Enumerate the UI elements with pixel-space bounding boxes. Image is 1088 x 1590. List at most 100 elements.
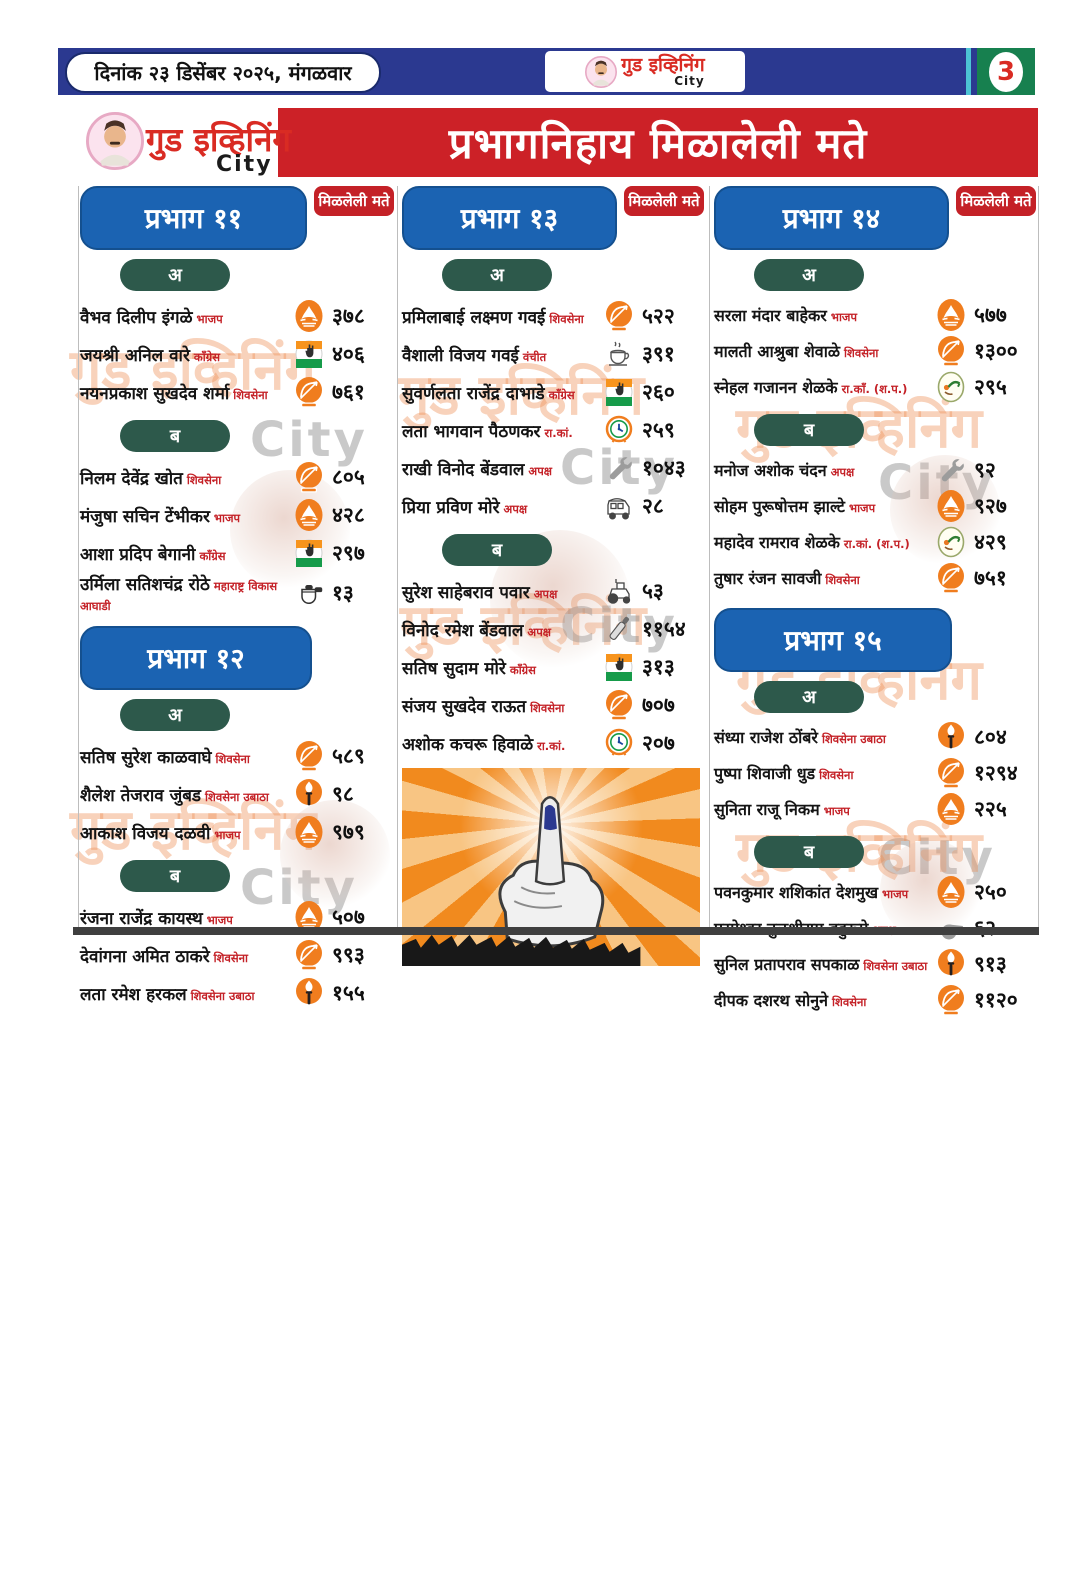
party-name: भाजप [848, 501, 876, 515]
voting-finger-image [402, 768, 700, 966]
shivsena-bow-icon [936, 756, 966, 790]
party-name: शिवसेना [832, 995, 867, 1009]
vote-count: २०७ [642, 731, 675, 755]
vote-count: ४०६ [332, 342, 365, 366]
section-pill: अ [120, 259, 230, 291]
candidate-row: प्रमिलाबाई लक्ष्मण गवई शिवसेना ५२२ [402, 297, 704, 335]
teacup-icon [604, 337, 634, 371]
vote-count: १५५ [332, 981, 365, 1005]
masthead-name: गुड इव्हिनिंग [146, 120, 291, 159]
column-1: प्रभाग ११ मिळलेली मते अ वैभव दिलीप इंगळे… [80, 186, 394, 1012]
candidate-row: आकाश विजय दळवी भाजप ९७९ [80, 813, 394, 851]
party-name: महाराष्ट्र विकास आघाडी [80, 579, 278, 613]
candidate-row: नयनप्रकाश सुखदेव शर्मा शिवसेना ७६१ [80, 373, 394, 411]
candidate-row: स्नेहल गजानन शेळके रा.काँ. (श.प.) २९५ [714, 369, 1036, 405]
party-name: भाजप [206, 912, 233, 927]
candidate-name: वैभव दिलीप इंगळे [80, 307, 193, 328]
shivsena-bow-icon [604, 688, 634, 722]
candidate-row: सोहम पुरूषोत्तम झाल्टे भाजप ९२७ [714, 488, 1036, 524]
inked-finger-illustration [402, 796, 641, 966]
masthead-city: City [674, 73, 705, 88]
column-separator [397, 186, 398, 933]
party-name: शिवसेना उबाठा [205, 789, 269, 804]
shivsena-bow-icon [936, 334, 966, 368]
party-name: भाजप [213, 510, 241, 525]
cricket-bat-icon [604, 612, 634, 646]
candidate-name: लता भागवान पैठणकर [402, 421, 541, 442]
vote-count: १३०० [974, 339, 1018, 363]
vote-count: २५९ [642, 418, 675, 442]
candidate-name: सतिष सुरेश काळवाघे [80, 747, 212, 768]
candidate-row: रंजना राजेंद्र कायस्थ भाजप ५०७ [80, 898, 394, 936]
votes-label-badge: मिळलेली मते [956, 186, 1036, 216]
candidate-list: प्रमिलाबाई लक्ष्मण गवई शिवसेना ५२२ वैशाली… [402, 297, 704, 525]
ward-title: प्रभाग ११ [80, 186, 307, 250]
candidate-row: तुषार रंजन सावजी शिवसेना ७५१ [714, 560, 1036, 596]
candidate-name: प्रमिलाबाई लक्ष्मण गवई [402, 307, 546, 328]
vote-count: ११५४ [642, 617, 686, 641]
section-pill: अ [442, 259, 552, 291]
candidate-name: जयश्री अनिल वारे [80, 345, 190, 366]
candidate-name: सुरेश साहेबराव पवार [402, 582, 530, 603]
masthead-name: गुड इव्हिनिंग [621, 53, 705, 76]
party-name: काँग्रेस [199, 548, 226, 563]
candidate-row: मालती आश्रुबा शेवाळे शिवसेना १३०० [714, 333, 1036, 369]
bjp-lotus-icon [294, 815, 324, 849]
section-pill: ब [754, 836, 864, 868]
candidate-name: रंजना राजेंद्र कायस्थ [80, 908, 203, 929]
vote-count: ९२ [974, 458, 996, 482]
candidate-row: महादेव रामराव शेळके रा.कां. (श.प.) ४२९ [714, 524, 1036, 560]
candidate-name: सतिष सुदाम मोरे [402, 658, 506, 679]
auto-rickshaw-icon [604, 489, 634, 523]
candidate-row: अशोक कचरू हिवाळे रा.कां. २०७ [402, 724, 704, 762]
page-number: 3 [989, 51, 1023, 92]
candidate-name: पुष्पा शिवाजी धुड [714, 764, 816, 783]
shivsena-bow-icon [294, 938, 324, 972]
section-pill: अ [120, 699, 230, 731]
vote-count: १३ [332, 581, 354, 605]
candidate-list: पवनकुमार शशिकांत देशमुखभाजप २५० परमेश्वर… [714, 874, 1036, 1018]
vote-count: २६० [642, 380, 675, 404]
candidate-row: शैलेश तेजराव जुंबड शिवसेना उबाठा ९८ [80, 775, 394, 813]
shivsena-bow-icon [294, 460, 324, 494]
party-name: रा.कां. [537, 738, 566, 753]
candidate-name: विनोद रमेश बेंडवाल [402, 620, 524, 641]
candidate-row: सुवर्णलता राजेंद्र दाभाडे काँग्रेस २६० [402, 373, 704, 411]
candidate-row: संजय सुखदेव राऊत शिवसेना ७०७ [402, 686, 704, 724]
column-separator [709, 186, 710, 933]
candidate-list: वैभव दिलीप इंगळे भाजप ३७८ जयश्री अनिल वार… [80, 297, 394, 411]
vote-count: ५३ [642, 579, 664, 603]
candidate-name: देवांगना अमित ठाकरे [80, 946, 210, 967]
candidate-row: पवनकुमार शशिकांत देशमुख भाजप २५० [714, 874, 1036, 910]
party-name: शिवसेना [549, 311, 584, 326]
top-bar: दिनांक २३ डिसेंबर २०२५, मंगळवार गुड इव्ह… [58, 48, 1035, 95]
vote-count: २२५ [974, 797, 1007, 821]
page-number-badge: 3 [977, 48, 1035, 95]
candidate-list: सतिष सुरेश काळवाघे शिवसेना ५८९ शैलेश तेजर… [80, 737, 394, 851]
candidate-row: मंजुषा सचिन टेंभीकर भाजप ४२८ [80, 496, 394, 534]
masthead-logo: गुड इव्हिनिंग City [86, 104, 291, 180]
shivsena-ubt-torch-icon [294, 777, 324, 811]
shivsena-bow-icon [294, 375, 324, 409]
candidate-name: राखी विनोद बेंडवाल [402, 459, 525, 480]
pressure-cooker-icon [294, 576, 324, 610]
candidate-list: रंजना राजेंद्र कायस्थ भाजप ५०७ देवांगना अ… [80, 898, 394, 1012]
ward-title: प्रभाग १३ [402, 186, 617, 250]
candidate-row: संध्या राजेश ठोंबरे शिवसेना उबाठा ८०४ [714, 719, 1036, 755]
candidate-row: लता रमेश हरकल शिवसेना उबाठा १५५ [80, 974, 394, 1012]
votes-label-badge: मिळलेली मते [314, 186, 394, 216]
ncp-sp-turha-icon [936, 525, 966, 559]
party-name: भाजप [196, 311, 223, 326]
vote-count: २९७ [332, 541, 365, 565]
ward-title: प्रभाग १५ [714, 608, 952, 672]
wrench-icon [604, 451, 634, 485]
ward-block-13: प्रभाग १३ मिळलेली मते अ प्रमिलाबाई लक्ष्… [402, 186, 704, 762]
candidate-row: सुनिता राजू निकम भाजप २२५ [714, 791, 1036, 827]
vote-count: ५८९ [332, 744, 365, 768]
vote-count: ९२७ [974, 494, 1007, 518]
vote-count: ७०७ [642, 693, 675, 717]
vote-count: १२९४ [974, 761, 1018, 785]
wrench-icon [936, 453, 966, 487]
vote-count: ७६१ [332, 380, 365, 404]
party-name: रा.कां. (श.प.) [843, 537, 910, 551]
